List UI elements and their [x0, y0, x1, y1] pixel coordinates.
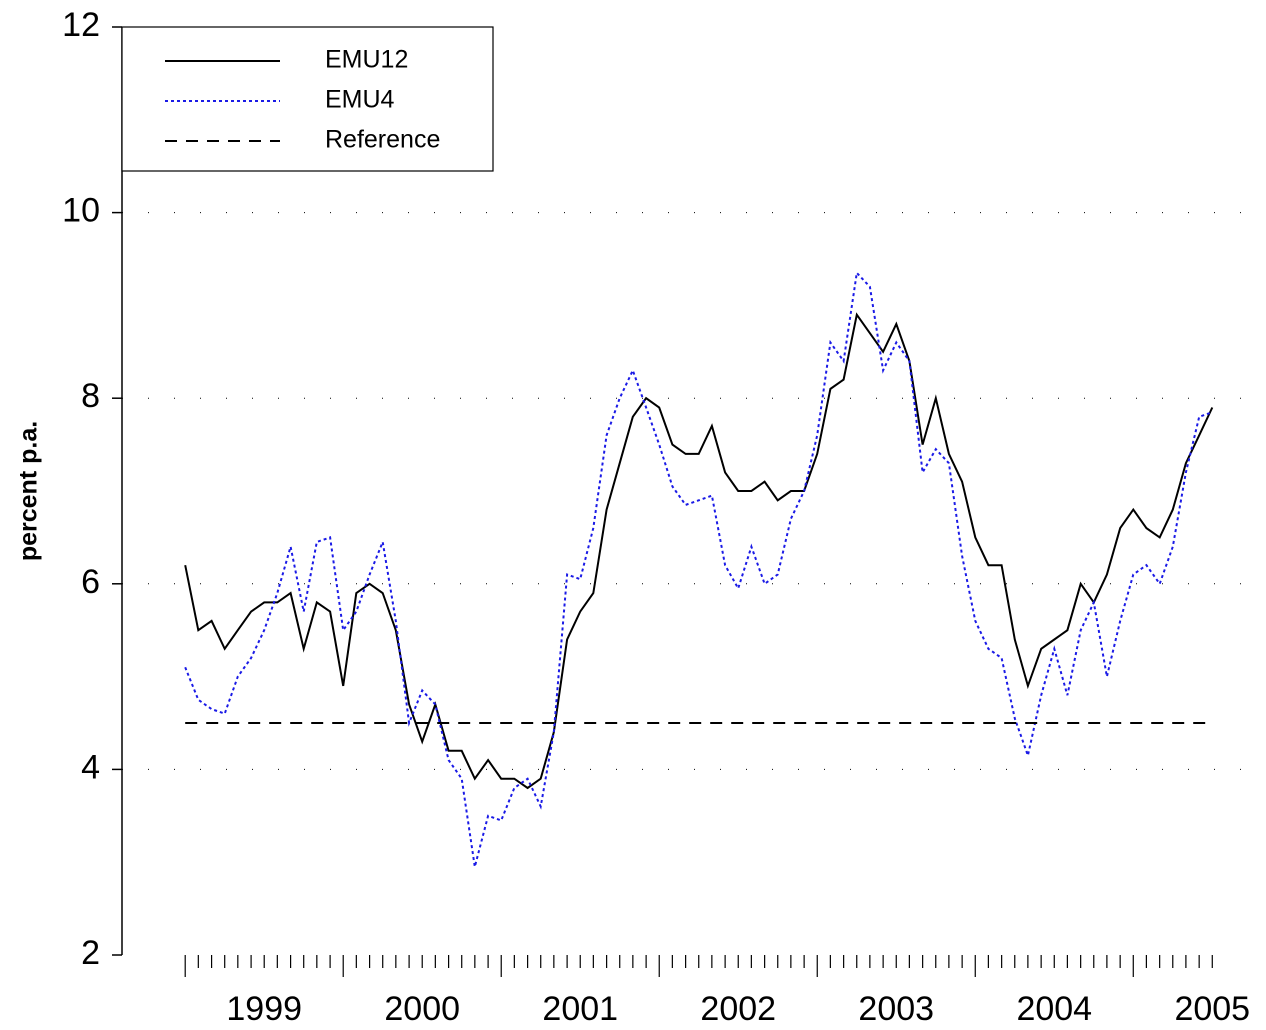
- x-tick-label: 2000: [384, 990, 460, 1028]
- x-tick-label: 2005: [1174, 990, 1250, 1028]
- legend-label: Reference: [325, 126, 440, 154]
- x-tick-label: 1999: [226, 990, 302, 1028]
- y-tick-label: 4: [81, 748, 100, 786]
- x-tick-label: 2002: [700, 990, 776, 1028]
- series-line: [184, 312, 1214, 790]
- y-tick-label: 12: [62, 6, 100, 44]
- y-tick-label: 2: [81, 934, 100, 972]
- series-line: [184, 270, 1213, 868]
- y-tick-label: 6: [81, 563, 100, 601]
- legend-label: EMU4: [325, 86, 395, 114]
- legend-box: [121, 26, 494, 172]
- y-tick-label: 10: [62, 192, 100, 230]
- x-tick-label: 2001: [542, 990, 618, 1028]
- y-axis-label: percent p.a.: [15, 421, 43, 561]
- x-tick-label: 2003: [858, 990, 934, 1028]
- legend-label: EMU12: [325, 46, 408, 74]
- x-tick-label: 2004: [1016, 990, 1092, 1028]
- y-tick-label: 8: [81, 377, 100, 415]
